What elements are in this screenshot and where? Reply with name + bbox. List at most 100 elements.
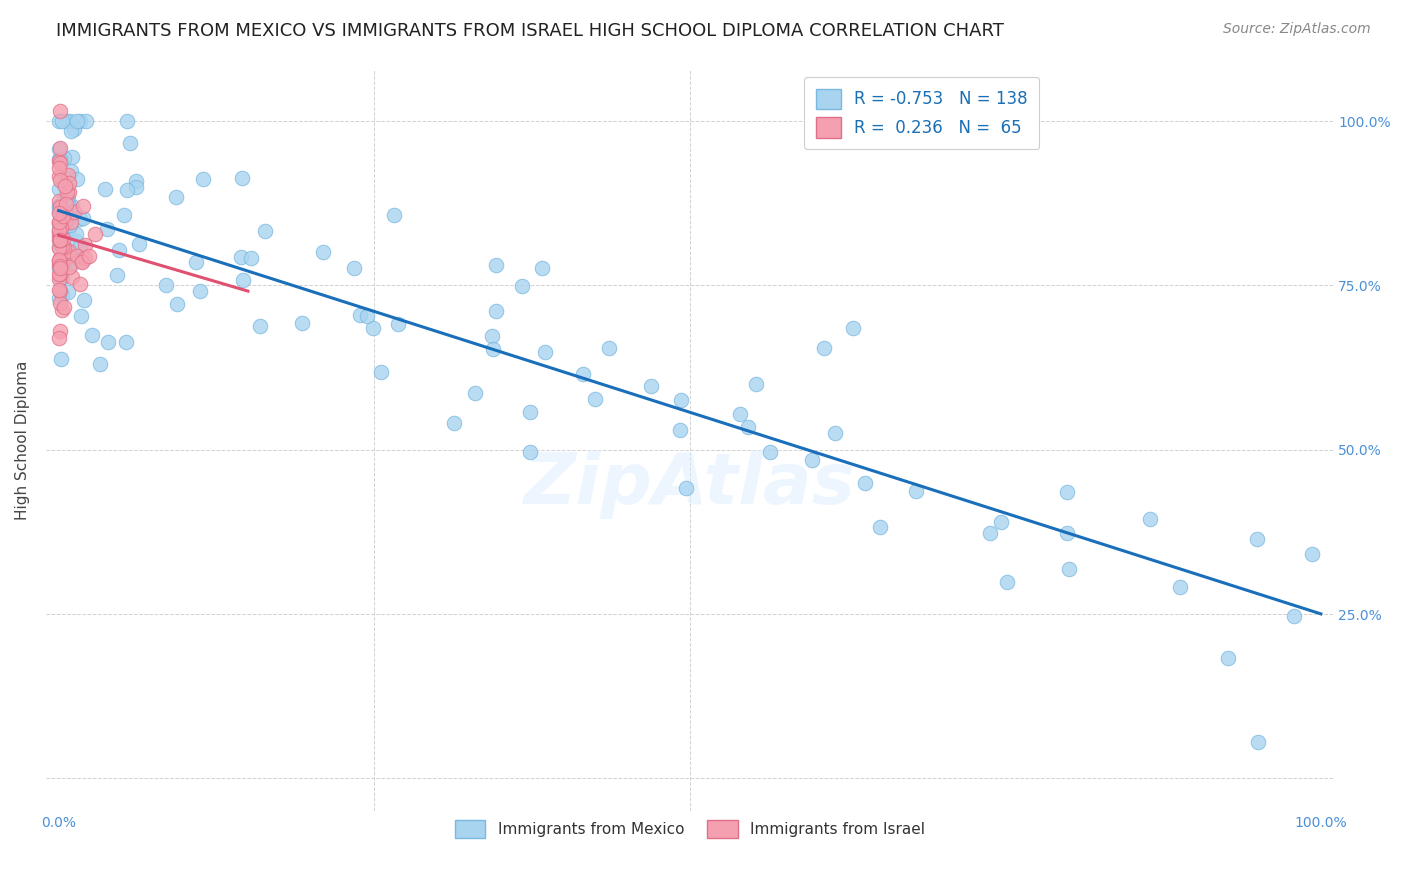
Point bbox=[675, 481, 697, 495]
Point bbox=[990, 516, 1012, 530]
Point bbox=[758, 444, 780, 458]
Point bbox=[49, 235, 72, 249]
Point bbox=[49, 216, 72, 230]
Point bbox=[63, 122, 86, 136]
Point bbox=[55, 178, 77, 193]
Point bbox=[82, 328, 104, 343]
Point bbox=[51, 238, 73, 252]
Point bbox=[800, 452, 823, 467]
Point bbox=[48, 205, 70, 219]
Point bbox=[48, 267, 70, 281]
Point bbox=[166, 297, 188, 311]
Point bbox=[60, 150, 83, 164]
Point bbox=[70, 254, 93, 268]
Point bbox=[51, 288, 73, 302]
Point bbox=[48, 233, 70, 247]
Point bbox=[48, 224, 70, 238]
Point bbox=[48, 156, 70, 170]
Point bbox=[118, 136, 141, 150]
Point bbox=[60, 199, 83, 213]
Point bbox=[55, 203, 77, 218]
Point bbox=[49, 352, 72, 367]
Point bbox=[58, 185, 80, 199]
Point bbox=[56, 185, 79, 199]
Point bbox=[128, 236, 150, 251]
Point bbox=[105, 268, 128, 283]
Point bbox=[69, 114, 91, 128]
Point bbox=[59, 123, 82, 137]
Point bbox=[48, 182, 70, 196]
Point bbox=[572, 367, 595, 381]
Point bbox=[56, 285, 79, 299]
Point bbox=[188, 284, 211, 298]
Point bbox=[48, 229, 70, 244]
Point bbox=[48, 233, 70, 247]
Point bbox=[48, 259, 70, 273]
Point bbox=[51, 202, 73, 216]
Point bbox=[48, 291, 70, 305]
Point bbox=[48, 169, 70, 184]
Point bbox=[49, 271, 72, 285]
Point bbox=[48, 199, 70, 213]
Point bbox=[108, 243, 131, 257]
Point bbox=[869, 520, 891, 534]
Point bbox=[361, 320, 384, 334]
Point bbox=[464, 386, 486, 401]
Point bbox=[48, 194, 70, 208]
Point bbox=[531, 260, 554, 275]
Point bbox=[48, 331, 70, 345]
Point bbox=[97, 335, 120, 350]
Point bbox=[49, 197, 72, 211]
Point bbox=[83, 227, 105, 242]
Point bbox=[382, 208, 405, 222]
Point bbox=[62, 256, 84, 270]
Point bbox=[485, 304, 508, 318]
Point bbox=[343, 261, 366, 276]
Point bbox=[669, 424, 692, 438]
Point bbox=[48, 272, 70, 286]
Point bbox=[48, 206, 70, 220]
Point bbox=[291, 316, 314, 330]
Point bbox=[49, 233, 72, 247]
Point bbox=[53, 214, 76, 228]
Point bbox=[48, 152, 70, 166]
Point bbox=[249, 319, 271, 334]
Point bbox=[51, 254, 73, 268]
Point bbox=[48, 283, 70, 297]
Point bbox=[66, 249, 89, 263]
Point bbox=[115, 183, 138, 197]
Point bbox=[48, 324, 70, 338]
Point bbox=[60, 270, 83, 285]
Point bbox=[115, 114, 138, 128]
Point bbox=[59, 218, 82, 232]
Point bbox=[94, 181, 117, 195]
Point bbox=[48, 258, 70, 272]
Point bbox=[51, 260, 73, 275]
Point bbox=[905, 484, 928, 499]
Point bbox=[1246, 533, 1268, 547]
Point bbox=[55, 219, 77, 233]
Point bbox=[65, 227, 87, 241]
Point bbox=[125, 179, 148, 194]
Point bbox=[49, 103, 72, 118]
Point bbox=[51, 303, 73, 318]
Point bbox=[48, 200, 70, 214]
Point bbox=[253, 224, 276, 238]
Point bbox=[52, 209, 75, 223]
Point bbox=[356, 310, 378, 324]
Point bbox=[49, 260, 72, 275]
Point bbox=[56, 223, 79, 237]
Point bbox=[1139, 512, 1161, 526]
Point bbox=[1282, 608, 1305, 623]
Point bbox=[52, 232, 75, 246]
Point bbox=[112, 208, 135, 222]
Point bbox=[995, 574, 1018, 589]
Point bbox=[49, 220, 72, 235]
Point bbox=[55, 196, 77, 211]
Point bbox=[60, 164, 83, 178]
Point bbox=[191, 171, 214, 186]
Point bbox=[443, 416, 465, 430]
Point bbox=[58, 244, 80, 258]
Point bbox=[48, 215, 70, 229]
Point bbox=[49, 251, 72, 265]
